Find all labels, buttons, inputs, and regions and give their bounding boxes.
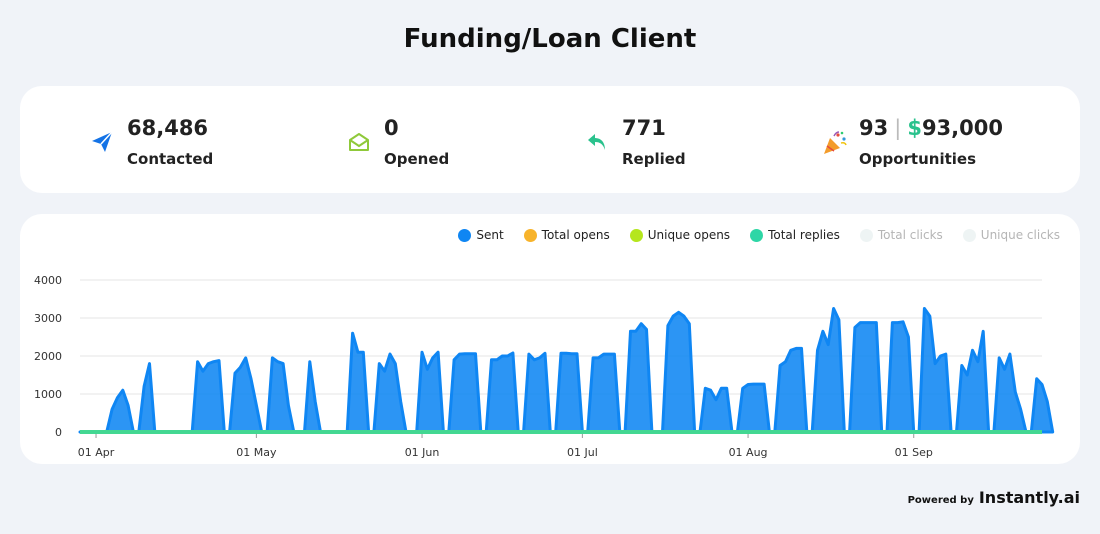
y-tick-label: 2000 bbox=[34, 350, 62, 363]
series-sent-area bbox=[78, 307, 1055, 434]
instantly-logo: Instantly.ai bbox=[978, 488, 1080, 507]
legend-label: Total opens bbox=[541, 228, 610, 242]
legend-dot bbox=[629, 228, 643, 242]
paper-plane-icon bbox=[90, 130, 114, 154]
legend-label: Total replies bbox=[768, 228, 840, 242]
legend-dot bbox=[523, 228, 537, 242]
legend-item-total-clicks[interactable]: Total clicks bbox=[859, 228, 943, 242]
y-tick-label: 0 bbox=[55, 426, 62, 439]
x-tick-label: 01 Sep bbox=[895, 446, 933, 459]
powered-by[interactable]: Powered by Instantly.ai bbox=[908, 488, 1080, 507]
legend-dot bbox=[750, 228, 764, 242]
opportunities-amount: 93,000 bbox=[921, 116, 1003, 140]
legend-dot bbox=[859, 228, 873, 242]
open-envelope-icon bbox=[347, 130, 371, 154]
legend-dot bbox=[458, 228, 472, 242]
chart-legend: Sent Total opens Unique opens Total repl… bbox=[458, 228, 1060, 242]
page-title: Funding/Loan Client bbox=[403, 24, 697, 54]
stats-card: 68,486 Contacted 0 Opened 771 Replied 93… bbox=[20, 86, 1080, 193]
powered-by-label: Powered by bbox=[907, 495, 974, 506]
legend-label: Total clicks bbox=[877, 228, 943, 242]
x-tick-label: 01 May bbox=[236, 446, 277, 459]
opened-label: Opened bbox=[384, 150, 450, 168]
reply-arrow-icon bbox=[585, 130, 609, 154]
x-tick-label: 01 Jul bbox=[567, 446, 598, 459]
y-tick-label: 1000 bbox=[34, 388, 62, 401]
legend-label: Sent bbox=[476, 228, 504, 242]
legend-dot bbox=[962, 228, 976, 242]
x-tick-label: 01 Aug bbox=[729, 446, 768, 459]
replied-value: 771 bbox=[622, 116, 666, 140]
legend-item-total-opens[interactable]: Total opens bbox=[523, 228, 610, 242]
opportunities-count: 93 bbox=[859, 116, 889, 140]
legend-item-unique-clicks[interactable]: Unique clicks bbox=[962, 228, 1060, 242]
x-tick-label: 01 Jun bbox=[405, 446, 440, 459]
contacted-label: Contacted bbox=[127, 150, 214, 168]
contacted-value: 68,486 bbox=[127, 116, 209, 140]
opportunities-label: Opportunities bbox=[859, 150, 977, 168]
legend-item-sent[interactable]: Sent bbox=[458, 228, 504, 242]
y-tick-label: 4000 bbox=[34, 274, 62, 287]
legend-item-unique-opens[interactable]: Unique opens bbox=[629, 228, 731, 242]
party-popper-icon bbox=[822, 130, 847, 154]
opened-value: 0 bbox=[384, 116, 399, 140]
y-tick-label: 3000 bbox=[34, 312, 62, 325]
opportunities-value: 93 | $93,000 bbox=[859, 116, 1003, 140]
legend-label: Unique clicks bbox=[980, 228, 1060, 242]
separator: | bbox=[894, 116, 902, 140]
replied-label: Replied bbox=[622, 150, 686, 168]
legend-item-total-replies[interactable]: Total replies bbox=[750, 228, 840, 242]
dollar-sign: $ bbox=[907, 116, 922, 140]
x-tick-label: 01 Apr bbox=[78, 446, 115, 459]
legend-label: Unique opens bbox=[647, 228, 731, 242]
